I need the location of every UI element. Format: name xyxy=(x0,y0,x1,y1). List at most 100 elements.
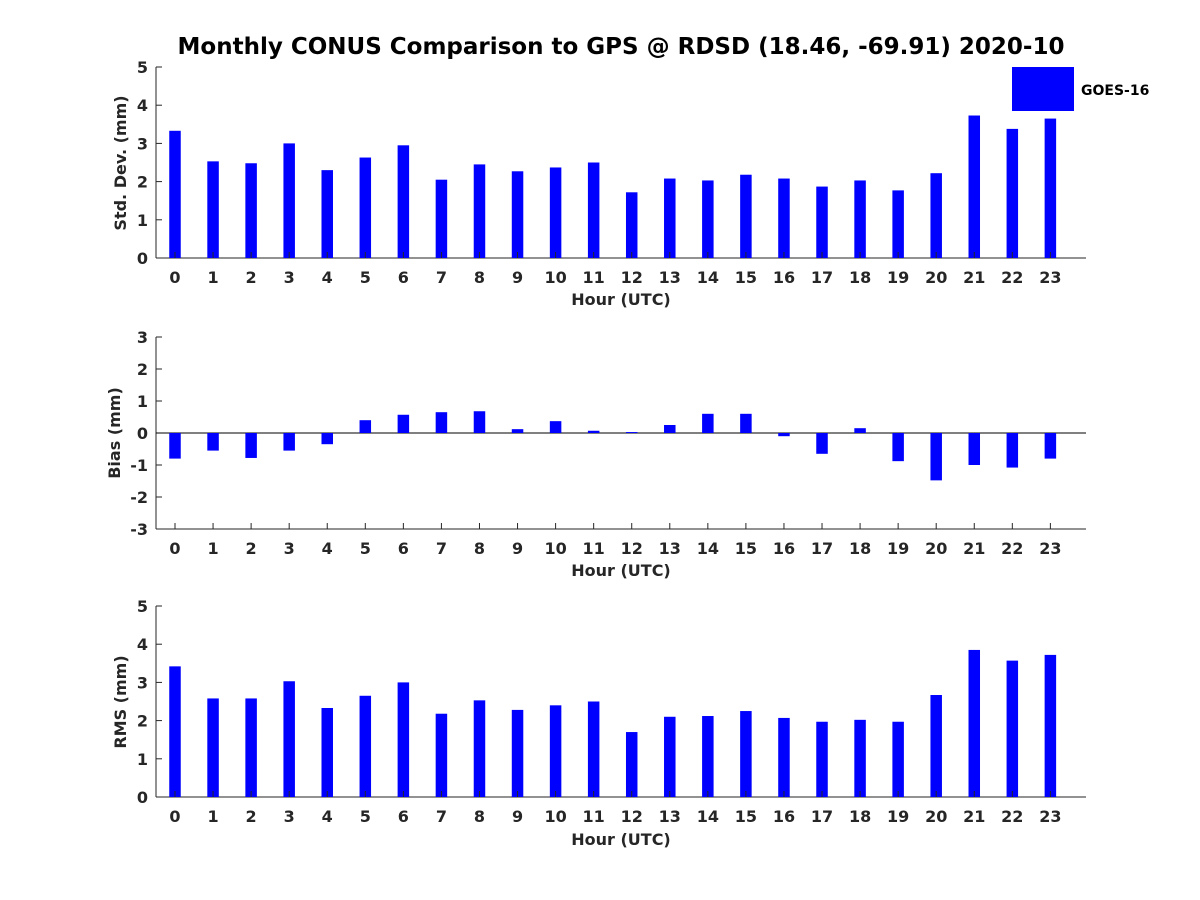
bar xyxy=(778,717,790,797)
bar xyxy=(473,164,486,258)
y-tick-label: -1 xyxy=(130,456,148,475)
bar xyxy=(473,411,486,433)
bar xyxy=(511,171,524,258)
bar xyxy=(930,173,942,258)
x-tick-label: 16 xyxy=(773,268,795,287)
bar xyxy=(968,115,981,258)
bar xyxy=(892,433,904,462)
bar xyxy=(854,180,866,258)
y-axis-label-bias: Bias (mm) xyxy=(105,387,124,479)
bar xyxy=(283,681,295,797)
x-tick-label: 17 xyxy=(811,539,833,558)
y-tick-label: -3 xyxy=(130,520,148,539)
bar xyxy=(549,167,562,258)
bar xyxy=(435,412,448,433)
x-tick-label: 1 xyxy=(207,807,218,826)
bar xyxy=(587,162,600,258)
x-tick-label: 2 xyxy=(246,539,257,558)
bar xyxy=(511,709,524,797)
x-tick-label: 1 xyxy=(207,539,218,558)
x-tick-label: 23 xyxy=(1039,807,1061,826)
bar xyxy=(245,163,257,258)
x-tick-label: 4 xyxy=(322,268,333,287)
x-tick-label: 21 xyxy=(963,268,985,287)
bar xyxy=(359,695,372,797)
x-tick-label: 8 xyxy=(474,807,485,826)
x-tick-label: 7 xyxy=(436,539,447,558)
bar xyxy=(740,174,752,258)
x-tick-label: 7 xyxy=(436,268,447,287)
x-tick-label: 18 xyxy=(849,268,871,287)
bar xyxy=(740,413,752,433)
x-tick-label: 9 xyxy=(512,539,523,558)
bar xyxy=(1044,433,1057,459)
y-tick-label: 3 xyxy=(137,134,148,153)
x-tick-label: 15 xyxy=(735,807,757,826)
y-tick-label: 2 xyxy=(137,712,148,731)
y-tick-label: 5 xyxy=(137,597,148,616)
x-tick-label: 21 xyxy=(963,807,985,826)
bar xyxy=(816,186,828,258)
x-tick-label: 22 xyxy=(1001,268,1023,287)
x-tick-label: 22 xyxy=(1001,807,1023,826)
bar xyxy=(435,713,448,797)
x-tick-label: 5 xyxy=(360,539,371,558)
x-tick-label: 10 xyxy=(544,268,566,287)
x-tick-label: 15 xyxy=(735,539,757,558)
bar xyxy=(587,430,600,433)
x-tick-label: 12 xyxy=(621,807,643,826)
y-tick-label: 2 xyxy=(137,173,148,192)
x-tick-label: 23 xyxy=(1039,539,1061,558)
x-tick-label: 0 xyxy=(169,539,180,558)
x-tick-label: 14 xyxy=(697,539,719,558)
x-tick-label: 6 xyxy=(398,539,409,558)
bar xyxy=(397,145,410,258)
x-tick-label: 19 xyxy=(887,539,909,558)
x-tick-label: 2 xyxy=(246,807,257,826)
x-tick-label: 13 xyxy=(659,539,681,558)
x-tick-label: 5 xyxy=(360,268,371,287)
bar xyxy=(169,666,181,797)
x-tick-label: 9 xyxy=(512,268,523,287)
x-tick-label: 2 xyxy=(246,268,257,287)
y-tick-label: 0 xyxy=(137,249,148,268)
x-tick-label: 11 xyxy=(583,268,605,287)
y-tick-label: 4 xyxy=(137,635,148,654)
bar xyxy=(245,433,257,458)
x-tick-label: 5 xyxy=(360,807,371,826)
bar xyxy=(930,433,942,481)
x-tick-label: 14 xyxy=(697,807,719,826)
x-tick-label: 11 xyxy=(583,539,605,558)
x-tick-label: 16 xyxy=(773,539,795,558)
bar xyxy=(702,413,714,433)
bar xyxy=(207,433,219,451)
bar xyxy=(549,421,562,433)
x-tick-label: 3 xyxy=(284,268,295,287)
y-tick-label: 3 xyxy=(137,673,148,692)
x-tick-label: 14 xyxy=(697,268,719,287)
bar xyxy=(1044,118,1057,258)
x-tick-label: 3 xyxy=(284,539,295,558)
x-tick-label: 10 xyxy=(544,539,566,558)
bar xyxy=(625,732,638,797)
bar xyxy=(702,716,714,797)
bar xyxy=(664,178,676,258)
x-axis-label-rms: Hour (UTC) xyxy=(571,830,671,849)
bar xyxy=(702,180,714,258)
bar xyxy=(169,433,181,459)
bar xyxy=(1006,128,1019,258)
bar xyxy=(359,420,372,433)
bar xyxy=(245,698,257,797)
x-tick-label: 17 xyxy=(811,807,833,826)
x-tick-label: 20 xyxy=(925,268,947,287)
bar xyxy=(968,649,981,797)
bar xyxy=(207,698,219,797)
x-tick-label: 6 xyxy=(398,807,409,826)
bar xyxy=(511,429,524,433)
y-tick-label: 1 xyxy=(137,750,148,769)
y-axis-label-std-dev: Std. Dev. (mm) xyxy=(111,95,130,230)
bar xyxy=(854,719,866,797)
